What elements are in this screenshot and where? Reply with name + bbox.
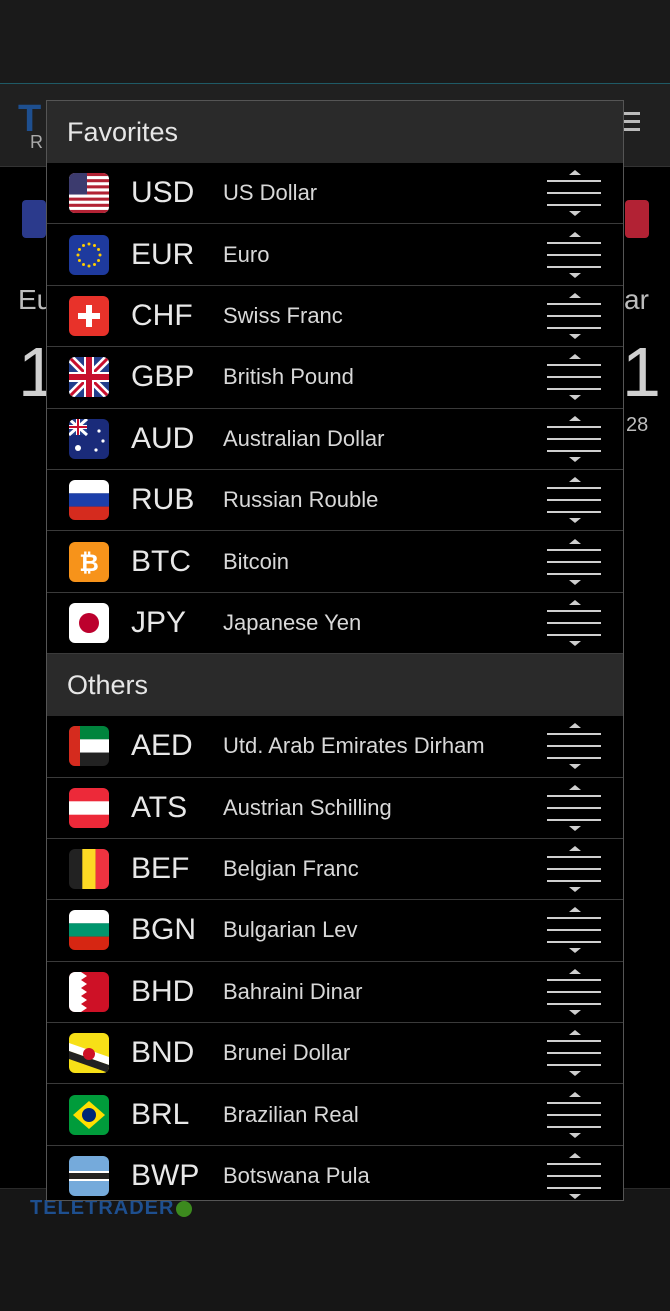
currency-code: EUR bbox=[131, 237, 195, 271]
currency-code: BTC bbox=[131, 544, 191, 578]
currency-row-ats[interactable]: ATS Austrian Schilling bbox=[47, 778, 623, 839]
drag-handle-icon[interactable] bbox=[547, 415, 601, 462]
currency-name: US Dollar bbox=[223, 180, 318, 206]
footer-logo: TELETRADER bbox=[30, 1197, 175, 1219]
currency-row-bhd[interactable]: BHD Bahraini Dinar bbox=[47, 962, 623, 1024]
jp-flag-icon bbox=[69, 602, 109, 643]
drag-handle-icon[interactable] bbox=[547, 1153, 601, 1200]
currency-name: Austrian Schilling bbox=[223, 794, 392, 820]
currency-code: BRL bbox=[131, 1097, 190, 1131]
currency-code: CHF bbox=[131, 298, 193, 332]
currency-name: Bulgarian Lev bbox=[223, 917, 358, 943]
us-flag-icon bbox=[69, 173, 109, 214]
currency-row-aud[interactable]: AUD Australian Dollar bbox=[47, 409, 623, 470]
ru-flag-icon bbox=[69, 480, 109, 521]
app-logo: T bbox=[18, 98, 42, 140]
background-right-small: 28 bbox=[626, 414, 649, 436]
currency-name: Brunei Dollar bbox=[223, 1040, 351, 1066]
au-flag-icon bbox=[69, 418, 109, 459]
drag-handle-icon[interactable] bbox=[547, 846, 601, 893]
background-right-label: ar bbox=[624, 284, 649, 315]
drag-handle-icon[interactable] bbox=[547, 1091, 601, 1138]
drag-handle-icon[interactable] bbox=[547, 231, 601, 278]
bh-flag-icon bbox=[69, 971, 109, 1012]
currency-row-eur[interactable]: EUR Euro bbox=[47, 224, 623, 286]
currency-row-aed[interactable]: AED Utd. Arab Emirates Dirham bbox=[47, 716, 623, 778]
bg-flag-icon bbox=[69, 910, 109, 951]
currency-code: BND bbox=[131, 1036, 195, 1070]
drag-handle-icon[interactable] bbox=[547, 599, 601, 646]
svg-text:₿: ₿ bbox=[79, 550, 99, 577]
currency-row-rub[interactable]: RUB Russian Rouble bbox=[47, 470, 623, 532]
currency-name: Belgian Franc bbox=[223, 856, 359, 882]
currency-picker-dialog: Favorites USD US Dollar EUR Euro CHF Swiss Fr… bbox=[46, 100, 624, 1201]
eu-flag-icon bbox=[69, 234, 109, 275]
currency-name: Russian Rouble bbox=[223, 487, 379, 513]
currency-row-chf[interactable]: CHF Swiss Franc bbox=[47, 286, 623, 348]
currency-row-btc[interactable]: ₿ BTC Bitcoin bbox=[47, 531, 623, 593]
currency-row-bgn[interactable]: BGN Bulgarian Lev bbox=[47, 900, 623, 962]
currency-name: Japanese Yen bbox=[223, 609, 362, 635]
drag-handle-icon[interactable] bbox=[547, 784, 601, 831]
favorites-list: USD US Dollar EUR Euro CHF Swiss Franc GBP Brit… bbox=[47, 163, 623, 655]
currency-code: BWP bbox=[131, 1159, 200, 1193]
currency-code: BGN bbox=[131, 913, 197, 947]
currency-name: Brazilian Real bbox=[223, 1101, 359, 1127]
currency-row-bnd[interactable]: BND Brunei Dollar bbox=[47, 1023, 623, 1085]
app-logo-sub: R bbox=[30, 132, 43, 152]
currency-row-brl[interactable]: BRL Brazilian Real bbox=[47, 1084, 623, 1146]
drag-handle-icon[interactable] bbox=[547, 723, 601, 770]
at-flag-icon bbox=[69, 787, 109, 828]
currency-name: Bitcoin bbox=[223, 548, 290, 574]
favorites-header: Favorites bbox=[47, 101, 623, 163]
currency-code: USD bbox=[131, 176, 195, 210]
currency-code: BEF bbox=[131, 852, 190, 886]
background-right-value: 1 bbox=[622, 333, 661, 411]
drag-handle-icon[interactable] bbox=[547, 292, 601, 339]
btc-icon: ₿ bbox=[69, 541, 109, 582]
menu-icon[interactable] bbox=[622, 112, 640, 134]
currency-name: Botswana Pula bbox=[223, 1163, 370, 1189]
br-flag-icon bbox=[69, 1094, 109, 1135]
footer-bar bbox=[0, 1188, 670, 1311]
background-us-flag bbox=[625, 200, 649, 238]
currency-name: Utd. Arab Emirates Dirham bbox=[223, 733, 485, 759]
currency-name: Australian Dollar bbox=[223, 425, 385, 451]
status-bar bbox=[0, 0, 670, 84]
drag-handle-icon[interactable] bbox=[547, 170, 601, 217]
drag-handle-icon[interactable] bbox=[547, 1030, 601, 1077]
others-list: AED Utd. Arab Emirates Dirham ATS Austrian … bbox=[47, 716, 623, 1200]
currency-code: AUD bbox=[131, 421, 195, 455]
currency-code: AED bbox=[131, 729, 193, 763]
currency-code: JPY bbox=[131, 605, 187, 639]
background-eu-flag bbox=[22, 200, 46, 238]
currency-row-bef[interactable]: BEF Belgian Franc bbox=[47, 839, 623, 901]
currency-code: GBP bbox=[131, 360, 195, 394]
drag-handle-icon[interactable] bbox=[547, 538, 601, 585]
drag-handle-icon[interactable] bbox=[547, 354, 601, 401]
status-dot-icon bbox=[176, 1201, 192, 1217]
currency-code: ATS bbox=[131, 790, 188, 824]
currency-row-jpy[interactable]: JPY Japanese Yen bbox=[47, 593, 623, 655]
others-header: Others bbox=[47, 654, 623, 717]
currency-row-gbp[interactable]: GBP British Pound bbox=[47, 347, 623, 409]
drag-handle-icon[interactable] bbox=[547, 968, 601, 1015]
drag-handle-icon[interactable] bbox=[547, 477, 601, 524]
currency-name: Bahraini Dinar bbox=[223, 978, 363, 1004]
bn-flag-icon bbox=[69, 1033, 109, 1074]
currency-row-usd[interactable]: USD US Dollar bbox=[47, 163, 623, 225]
currency-name: Euro bbox=[223, 241, 270, 267]
currency-code: RUB bbox=[131, 483, 195, 517]
bw-flag-icon bbox=[69, 1156, 109, 1197]
ch-flag-icon bbox=[69, 295, 109, 336]
currency-row-bwp[interactable]: BWP Botswana Pula bbox=[47, 1146, 623, 1200]
ae-flag-icon bbox=[69, 726, 109, 767]
drag-handle-icon[interactable] bbox=[547, 907, 601, 954]
currency-name: Swiss Franc bbox=[223, 302, 343, 328]
currency-name: British Pound bbox=[223, 364, 354, 390]
gb-flag-icon bbox=[69, 357, 109, 398]
be-flag-icon bbox=[69, 849, 109, 890]
currency-code: BHD bbox=[131, 974, 195, 1008]
